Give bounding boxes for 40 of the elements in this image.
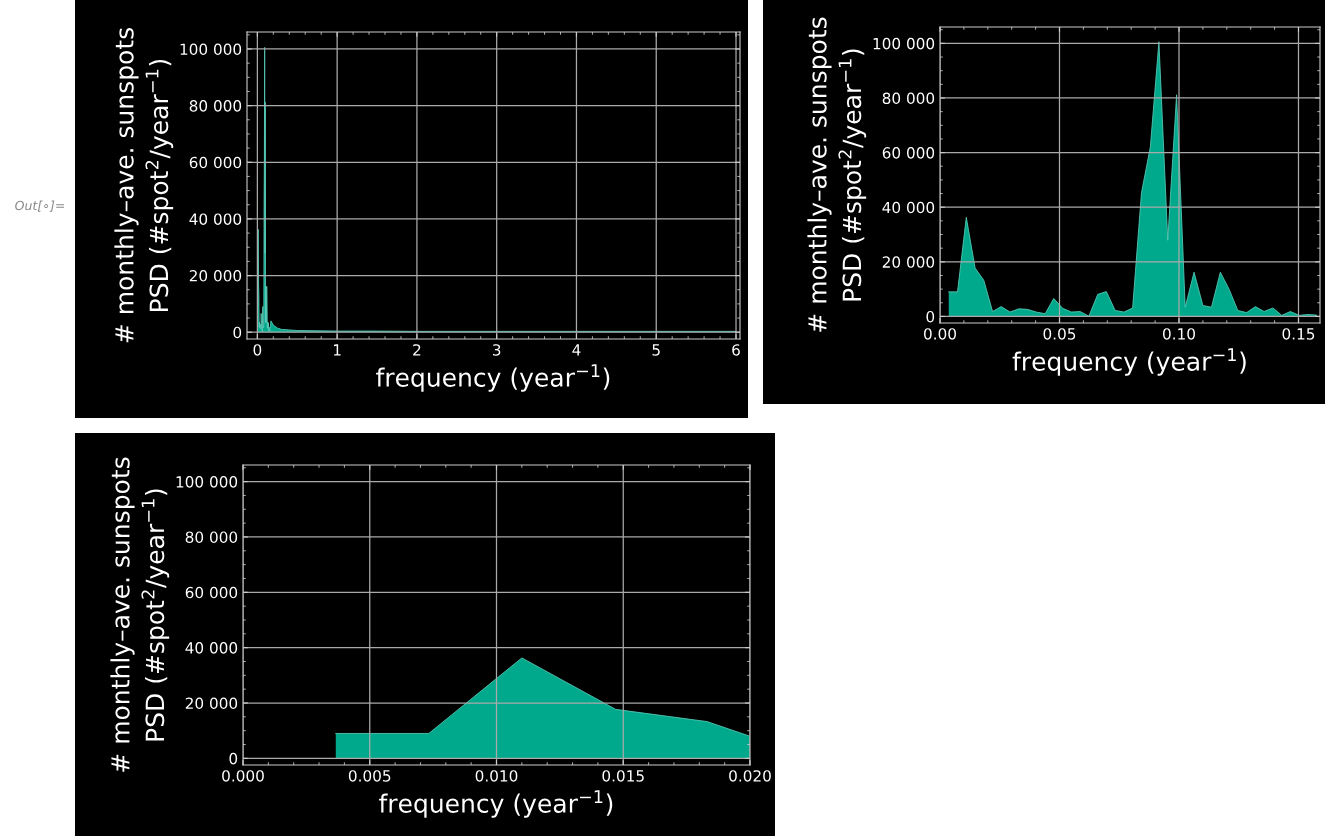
y-tick-label: 100 000 xyxy=(176,476,238,488)
text: Out[∘]= xyxy=(15,200,65,212)
y-tick-label: 40 000 xyxy=(882,201,935,214)
y-tick-label: 60 000 xyxy=(189,156,242,169)
y-tick-label: 60 000 xyxy=(185,586,238,599)
y-tick-label: 0 xyxy=(229,752,238,765)
y-tick-label: 100 000 xyxy=(873,37,935,50)
x-tick-label: 0.15 xyxy=(1282,328,1315,340)
x-axis-title: frequency (year$^{−1}$) xyxy=(379,790,613,818)
y-tick-label: 40 000 xyxy=(189,213,242,225)
x-tick-label: 1 xyxy=(333,344,341,356)
x-tick-label: 5 xyxy=(652,344,660,356)
y-tick-label: 40 000 xyxy=(185,642,238,654)
x-tick-label: 3 xyxy=(493,344,501,356)
y-tick-label: 80 000 xyxy=(189,100,242,112)
x-axis-title: frequency (year$^{−1}$) xyxy=(376,364,610,392)
x-tick-label: 0.000 xyxy=(222,770,264,782)
x-axis-title: frequency (year$^{−1}$) xyxy=(1012,348,1246,376)
x-tick-label: 0.00 xyxy=(924,328,956,340)
y-axis-title: # monthly–ave. sunspots PSD (#spot$^{2}$/year$^{−1}$) xyxy=(110,457,170,772)
x-tick-label: 0.020 xyxy=(729,770,771,782)
y-tick-label: 80 000 xyxy=(185,531,238,543)
y-tick-label: 60 000 xyxy=(882,147,935,159)
y-tick-label: 80 000 xyxy=(882,92,935,105)
x-tick-label: 0.010 xyxy=(475,770,518,782)
y-tick-label: 20 000 xyxy=(185,697,238,710)
x-tick-label: 0.005 xyxy=(348,770,391,782)
y-axis-title: # monthly–ave. sunspots PSD (#spot$^{2}$/year$^{−1}$) xyxy=(807,17,867,332)
y-tick-label: 0 xyxy=(926,310,935,323)
x-tick-label: 4 xyxy=(572,344,581,356)
x-tick-label: 0.10 xyxy=(1162,328,1195,340)
y-tick-label: 20 000 xyxy=(189,270,242,282)
y-tick-label: 100 000 xyxy=(180,43,242,56)
x-tick-label: 0 xyxy=(253,344,262,356)
x-tick-label: 0.05 xyxy=(1043,328,1076,340)
x-tick-label: 6 xyxy=(732,344,740,356)
y-tick-label: 20 000 xyxy=(882,256,935,268)
x-tick-label: 2 xyxy=(413,344,421,356)
x-tick-label: 0.015 xyxy=(602,770,644,782)
y-axis-title: # monthly–ave. sunspots PSD (#spot$^{2}$/year$^{−1}$) xyxy=(114,28,174,343)
